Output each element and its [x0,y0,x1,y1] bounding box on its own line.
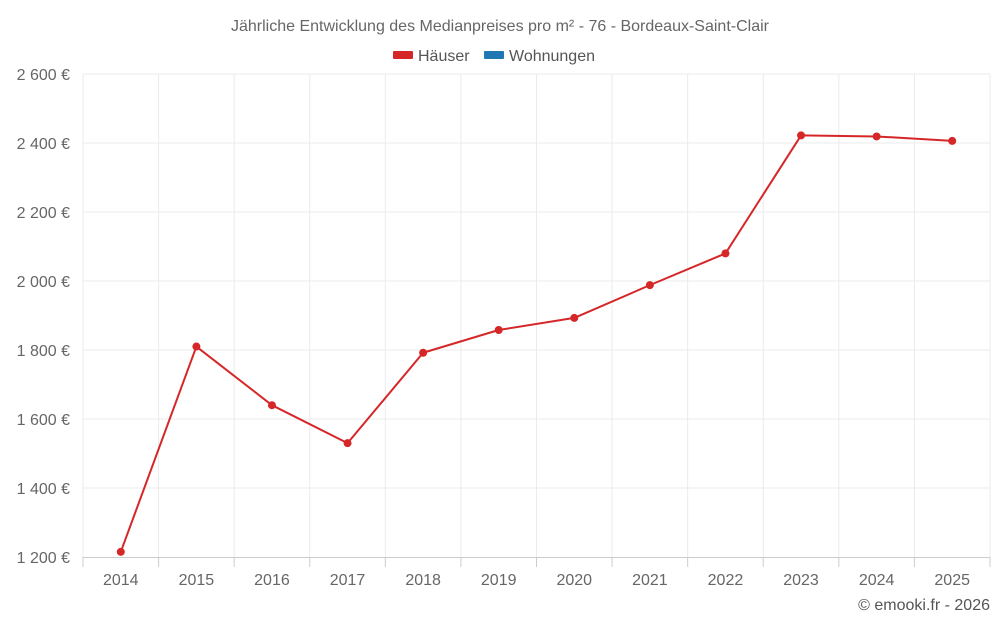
legend-swatch[interactable] [484,51,504,59]
x-axis-ticks: 2014 2015 2016 2017 2018 2019 2020 2021 2022 2023… [82,557,991,589]
x-tick-label: 2025 [934,572,970,589]
legend-label[interactable]: Häuser [418,48,470,65]
data-point[interactable] [419,348,428,357]
x-tick-label: 2015 [179,572,215,589]
data-point[interactable] [192,342,201,351]
data-point[interactable] [116,547,125,556]
x-tick-label: 2014 [103,572,139,589]
legend-label[interactable]: Wohnungen [509,48,595,65]
x-tick-label: 2022 [708,572,744,589]
x-tick-label: 2018 [405,572,441,589]
credit-text: © emooki.fr - 2026 [858,597,990,614]
legend-swatch[interactable] [393,51,413,59]
series-group [116,131,957,556]
data-point[interactable] [267,401,276,410]
y-tick-label: 1 400 € [17,481,70,498]
legend: Häuser Wohnungen [393,48,595,65]
y-tick-label: 2 200 € [17,205,70,222]
series-line-haeuser [119,134,953,553]
x-tick-label: 2019 [481,572,517,589]
data-point[interactable] [797,131,806,140]
y-tick-label: 1 600 € [17,412,70,429]
data-point[interactable] [645,281,654,290]
data-point[interactable] [721,249,730,258]
y-tick-label: 1 200 € [17,550,70,567]
y-tick-label: 2 000 € [17,274,70,291]
data-point[interactable] [948,136,957,145]
y-tick-label: 2 600 € [17,67,70,84]
data-point[interactable] [570,313,579,322]
data-point[interactable] [343,439,352,448]
x-tick-label: 2024 [859,572,895,589]
y-tick-label: 2 400 € [17,136,70,153]
data-point[interactable] [872,132,881,141]
x-tick-label: 2016 [254,572,290,589]
x-tick-label: 2020 [556,572,592,589]
x-gridlines [82,74,991,557]
y-axis-ticks: 1 200 € 1 400 € 1 600 € 1 800 € 2 000 € 2 200… [17,67,70,567]
x-tick-label: 2021 [632,572,668,589]
y-gridlines [83,73,990,489]
data-point[interactable] [494,325,503,334]
y-tick-label: 1 800 € [17,343,70,360]
x-tick-label: 2017 [330,572,366,589]
chart-title: Jährliche Entwicklung des Medianpreises … [231,18,770,35]
x-tick-label: 2023 [783,572,819,589]
